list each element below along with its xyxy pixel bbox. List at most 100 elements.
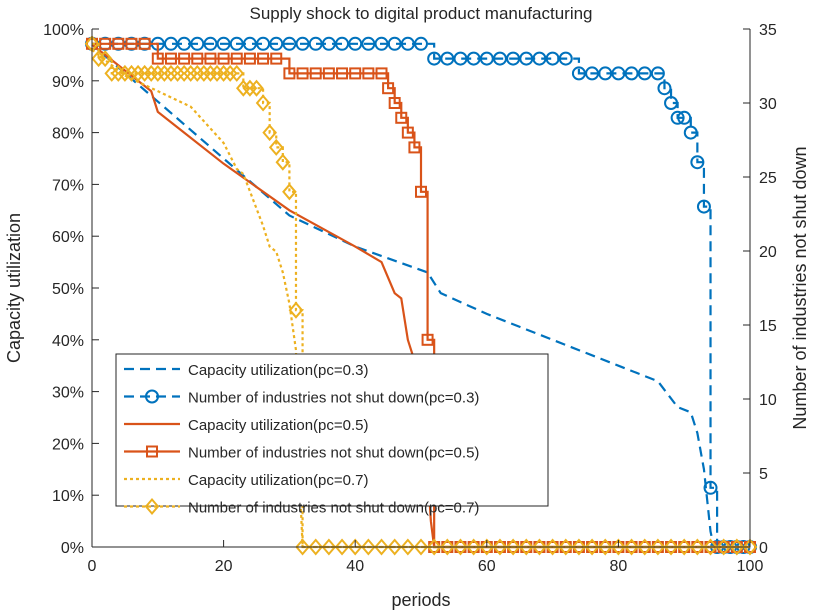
data-point bbox=[125, 37, 138, 50]
legend-marker bbox=[146, 445, 158, 458]
data-point bbox=[242, 36, 257, 51]
data-point bbox=[426, 538, 442, 556]
data-point bbox=[492, 51, 507, 66]
data-point bbox=[296, 67, 309, 80]
left-y-tick-label: 90% bbox=[52, 74, 84, 91]
data-point bbox=[91, 50, 106, 68]
data-point bbox=[479, 538, 495, 556]
data-point bbox=[690, 155, 705, 170]
data-point bbox=[242, 79, 258, 97]
data-point bbox=[374, 36, 389, 51]
data-point bbox=[282, 183, 297, 201]
series-line bbox=[91, 43, 750, 549]
data-point bbox=[282, 36, 297, 51]
data-point bbox=[440, 51, 455, 66]
data-point bbox=[375, 67, 388, 80]
data-point bbox=[506, 51, 521, 66]
right-y-tick-label: 0 bbox=[759, 540, 768, 557]
data-point bbox=[347, 538, 363, 556]
data-point bbox=[558, 538, 574, 556]
data-point bbox=[143, 64, 159, 82]
data-point bbox=[374, 538, 389, 556]
right-y-tick-label: 10 bbox=[759, 392, 777, 409]
right-y-tick-label: 35 bbox=[759, 22, 777, 39]
data-point bbox=[585, 66, 600, 81]
data-point bbox=[664, 96, 679, 110]
right-y-axis-label: Number of industries not shut down bbox=[790, 146, 810, 429]
data-point bbox=[243, 52, 256, 65]
data-point bbox=[222, 64, 238, 82]
data-point bbox=[117, 64, 133, 82]
data-point bbox=[151, 52, 164, 65]
legend-label: Number of industries not shut down(pc=0.… bbox=[188, 500, 479, 517]
right-y-tick-label: 20 bbox=[759, 244, 777, 261]
data-point bbox=[453, 538, 468, 556]
data-point bbox=[637, 538, 653, 556]
data-point bbox=[657, 81, 672, 96]
data-point bbox=[690, 538, 705, 556]
data-point bbox=[256, 36, 271, 51]
series-line bbox=[92, 42, 750, 549]
x-tick-label: 20 bbox=[215, 558, 233, 575]
left-y-tick-label: 10% bbox=[52, 488, 84, 505]
right-y-tick-label: 25 bbox=[759, 170, 777, 187]
data-point bbox=[97, 50, 113, 68]
data-point bbox=[257, 52, 270, 65]
data-point bbox=[545, 51, 560, 66]
data-point bbox=[395, 111, 408, 124]
data-point bbox=[163, 64, 179, 82]
data-point bbox=[571, 66, 586, 81]
right-y-tick-label: 5 bbox=[759, 466, 768, 483]
data-point bbox=[99, 37, 112, 50]
data-point bbox=[203, 64, 218, 82]
data-point bbox=[183, 64, 199, 82]
data-point bbox=[283, 67, 296, 80]
data-point bbox=[440, 538, 455, 556]
data-point bbox=[670, 110, 685, 125]
data-point bbox=[683, 125, 698, 140]
data-point bbox=[663, 538, 679, 556]
data-point bbox=[309, 67, 322, 80]
data-point bbox=[427, 51, 442, 66]
data-point bbox=[362, 67, 375, 80]
data-point bbox=[176, 64, 192, 82]
legend-label: Number of industries not shut down(pc=0.… bbox=[188, 390, 479, 407]
series-1 bbox=[91, 43, 750, 549]
legend-box bbox=[115, 353, 549, 507]
data-point bbox=[414, 36, 428, 51]
data-point bbox=[189, 64, 205, 82]
data-point bbox=[532, 51, 547, 66]
legend-entry: Capacity utilization(pc=0.3) bbox=[124, 362, 369, 379]
data-point bbox=[322, 67, 335, 80]
data-point bbox=[209, 64, 225, 82]
data-point bbox=[334, 538, 350, 556]
ticks-layer: 0 20 40 60 80 1000%10%20%30%40%50%60%70%80%90… bbox=[43, 22, 777, 575]
x-axis-label: periods bbox=[391, 590, 450, 610]
data-point bbox=[229, 64, 245, 82]
data-point bbox=[295, 538, 310, 556]
data-point bbox=[268, 138, 284, 156]
data-point bbox=[321, 36, 336, 51]
data-point bbox=[163, 36, 178, 51]
x-tick-label: 60 bbox=[478, 558, 496, 575]
data-point bbox=[611, 538, 626, 556]
data-point bbox=[308, 538, 324, 556]
left-y-axis-label: Capacity utilization bbox=[4, 213, 24, 363]
data-point bbox=[361, 538, 376, 556]
data-point bbox=[124, 64, 139, 82]
chart-title: Supply shock to digital product manufact… bbox=[249, 4, 592, 23]
left-y-tick-label: 40% bbox=[52, 333, 84, 350]
left-y-tick-label: 20% bbox=[52, 436, 84, 453]
data-point bbox=[216, 64, 231, 82]
data-point bbox=[204, 52, 217, 65]
data-point bbox=[157, 64, 172, 82]
data-point bbox=[466, 538, 481, 556]
data-point bbox=[203, 36, 218, 51]
data-point bbox=[637, 66, 652, 81]
data-point bbox=[624, 66, 639, 81]
right-y-tick-label: 30 bbox=[759, 96, 777, 113]
data-point bbox=[177, 36, 192, 51]
left-y-tick-label: 60% bbox=[52, 229, 84, 246]
data-point bbox=[696, 199, 711, 214]
legend-label: Capacity utilization(pc=0.5) bbox=[188, 417, 369, 434]
